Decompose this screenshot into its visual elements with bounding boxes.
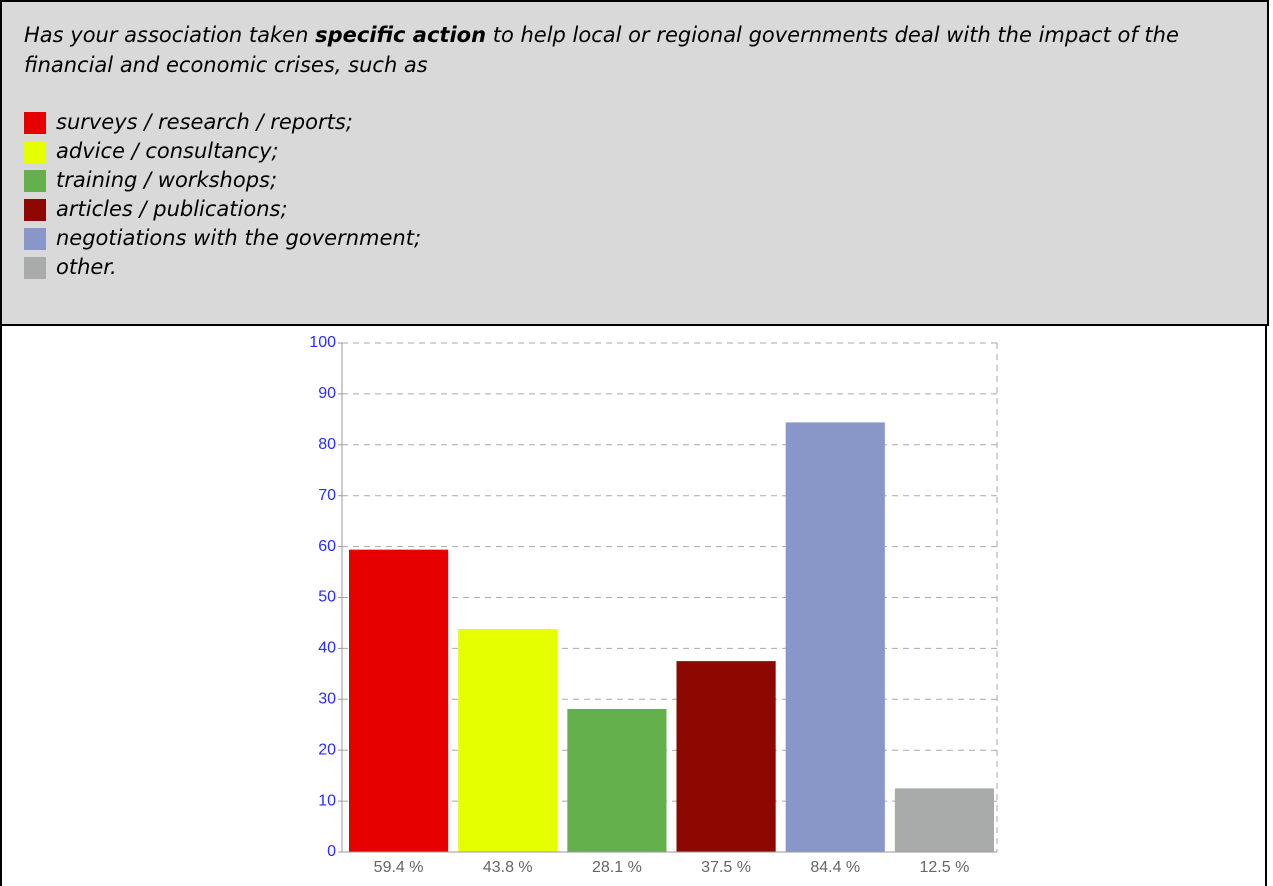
x-value-label: 84.4 % — [810, 859, 860, 876]
legend-label: advice / consultancy; — [56, 139, 279, 163]
y-tick-label: 70 — [318, 487, 336, 504]
legend-item: negotiations with the government; — [24, 224, 421, 253]
y-tick-label: 40 — [318, 640, 336, 657]
legend-swatch — [24, 169, 46, 192]
question-emphasis: specific action — [315, 23, 487, 47]
bar — [567, 708, 667, 852]
y-tick-label: 10 — [318, 792, 336, 809]
legend-item: surveys / research / reports; — [24, 108, 421, 137]
y-tick-label: 0 — [327, 843, 336, 860]
legend-swatch — [24, 198, 46, 221]
bar — [785, 422, 885, 852]
x-value-label: 37.5 % — [701, 859, 751, 876]
y-tick-label: 50 — [318, 589, 336, 606]
legend: surveys / research / reports; advice / co… — [24, 108, 421, 282]
bar — [349, 549, 449, 852]
y-tick-label: 30 — [318, 691, 336, 708]
y-tick-label: 20 — [318, 741, 336, 758]
legend-label: surveys / research / reports; — [56, 110, 353, 134]
x-value-label: 12.5 % — [920, 859, 970, 876]
legend-label: articles / publications; — [56, 197, 288, 221]
legend-item: training / workshops; — [24, 166, 421, 195]
legend-label: other. — [56, 255, 117, 279]
question-after: to help local or regional governments de… — [24, 23, 1179, 77]
y-tick-label: 60 — [318, 538, 336, 555]
bar — [458, 629, 558, 852]
legend-swatch — [24, 111, 46, 134]
question-text: Has your association taken specific acti… — [24, 20, 1264, 80]
question-box: Has your association taken specific acti… — [0, 0, 1269, 326]
legend-item: other. — [24, 253, 421, 282]
legend-label: negotiations with the government; — [56, 226, 422, 250]
legend-label: training / workshops; — [56, 168, 278, 192]
legend-item: advice / consultancy; — [24, 137, 421, 166]
legend-swatch — [24, 227, 46, 250]
y-tick-label: 80 — [318, 436, 336, 453]
chart: 0 10 20 30 40 50 60 70 80 90 100 59.4 % 43.8 % 28.1 %… — [309, 334, 998, 876]
bar — [894, 788, 994, 852]
question-before: Has your association taken — [24, 23, 316, 47]
x-value-label: 43.8 % — [483, 859, 533, 876]
y-tick-label: 90 — [318, 385, 336, 402]
x-value-label: 28.1 % — [592, 859, 642, 876]
y-tick-label: 100 — [309, 334, 336, 351]
legend-swatch — [24, 140, 46, 163]
legend-item: articles / publications; — [24, 195, 421, 224]
legend-swatch — [24, 256, 46, 279]
x-value-label: 59.4 % — [374, 859, 424, 876]
bar — [676, 661, 776, 852]
